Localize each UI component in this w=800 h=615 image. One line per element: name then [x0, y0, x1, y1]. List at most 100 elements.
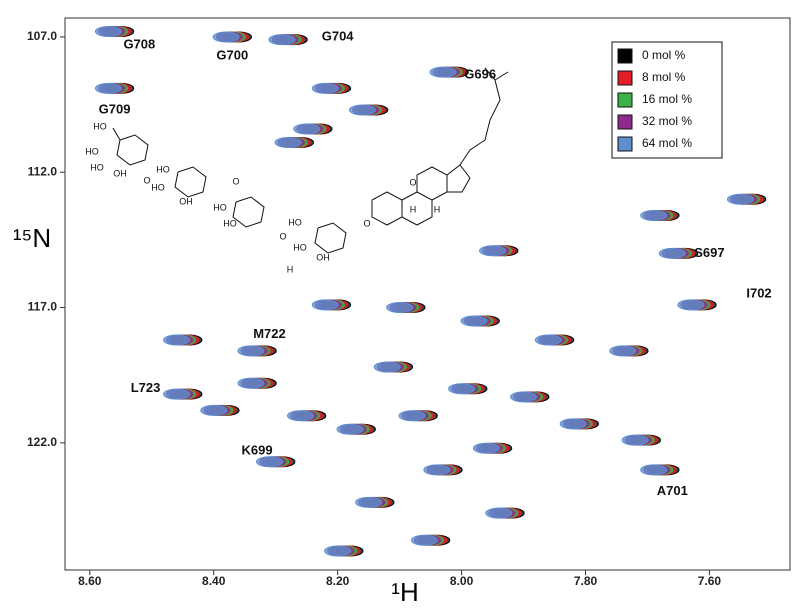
atom-label: HO — [288, 217, 302, 227]
atom-label: HO — [213, 202, 227, 212]
legend-label: 0 mol % — [642, 48, 686, 62]
peak — [448, 383, 476, 395]
peak — [200, 404, 228, 416]
peak — [94, 82, 122, 94]
x-tick-label: 8.60 — [78, 574, 102, 588]
peak — [311, 299, 339, 311]
atom-label: O — [363, 218, 370, 228]
peak — [677, 299, 705, 311]
legend-label: 8 mol % — [642, 70, 686, 84]
peak — [348, 104, 376, 116]
x-tick-label: 7.60 — [698, 574, 722, 588]
peak — [163, 388, 191, 400]
peak — [237, 345, 265, 357]
y-tick-label: 117.0 — [28, 300, 58, 314]
ring — [416, 166, 448, 201]
peak-label: G696 — [464, 66, 496, 81]
peak-label: G709 — [99, 101, 131, 116]
peak — [237, 377, 265, 389]
legend-label: 64 mol % — [642, 136, 692, 150]
peak — [311, 82, 339, 94]
peak — [485, 507, 513, 519]
atom-label: HO — [90, 162, 104, 172]
peak — [510, 391, 538, 403]
atom-label: O — [143, 175, 150, 185]
peak — [293, 123, 321, 135]
side-chain — [459, 67, 501, 166]
peak-label: M722 — [253, 326, 286, 341]
peak — [212, 31, 240, 43]
peak-label: K699 — [242, 442, 273, 457]
legend-swatch — [617, 136, 633, 152]
peak-label: S697 — [694, 245, 724, 260]
x-tick-label: 7.80 — [574, 574, 598, 588]
y-axis-label: ¹⁵N — [13, 223, 51, 253]
peak — [559, 418, 587, 430]
peak — [286, 410, 314, 422]
peak — [429, 66, 457, 78]
legend-label: 32 mol % — [642, 114, 692, 128]
peak — [658, 247, 686, 259]
ring — [116, 134, 149, 166]
peak — [398, 410, 426, 422]
atom-label: OH — [113, 168, 127, 178]
plot-frame — [64, 17, 791, 571]
legend-label: 16 mol % — [642, 92, 692, 106]
peak — [163, 334, 191, 346]
peak — [460, 315, 488, 327]
bonds — [112, 127, 121, 141]
ring — [446, 164, 471, 193]
peak — [534, 334, 562, 346]
peak — [621, 434, 649, 446]
peak — [355, 496, 383, 508]
peak — [609, 345, 637, 357]
atom-label: H — [410, 204, 417, 214]
x-tick-label: 8.40 — [202, 574, 226, 588]
peak-label: I702 — [746, 285, 771, 300]
peak — [255, 456, 283, 468]
ring — [174, 166, 207, 198]
atom-label: HO — [293, 242, 307, 252]
legend-swatch — [617, 70, 633, 86]
atom-label: OH — [316, 252, 330, 262]
atom-label: O — [232, 176, 239, 186]
peak — [640, 210, 668, 222]
ring — [371, 191, 403, 226]
ring — [232, 196, 265, 228]
legend-swatch — [617, 92, 633, 108]
y-tick-label: 112.0 — [28, 164, 58, 178]
peak — [479, 245, 507, 257]
atom-label: HO — [93, 121, 107, 131]
peak — [386, 302, 414, 314]
peak — [94, 26, 122, 38]
atom-label: HO — [223, 218, 237, 228]
atom-label: O — [409, 177, 416, 187]
atom-label: HO — [85, 146, 99, 156]
peak — [336, 423, 364, 435]
y-tick-label: 122.0 — [27, 435, 57, 449]
legend-swatch — [617, 48, 633, 64]
peak-label: G708 — [123, 36, 155, 51]
atom-label: O — [279, 231, 286, 241]
peak-label: L723 — [131, 380, 161, 395]
x-tick-label: 8.00 — [450, 574, 474, 588]
peak — [373, 361, 401, 373]
peak — [274, 136, 302, 148]
atom-label: H — [287, 264, 294, 274]
peak — [324, 545, 352, 557]
peak — [268, 34, 296, 46]
peak — [472, 442, 500, 454]
peak — [726, 193, 754, 205]
peak — [640, 464, 668, 476]
ring — [401, 191, 433, 226]
peak-label: G704 — [322, 28, 355, 43]
peak — [410, 534, 438, 546]
peak-label: A701 — [657, 483, 688, 498]
atom-label: HO — [156, 164, 170, 174]
legend-swatch — [617, 114, 633, 130]
x-tick-label: 8.20 — [326, 574, 350, 588]
y-tick-label: 107.0 — [27, 29, 57, 43]
ring — [314, 222, 347, 254]
